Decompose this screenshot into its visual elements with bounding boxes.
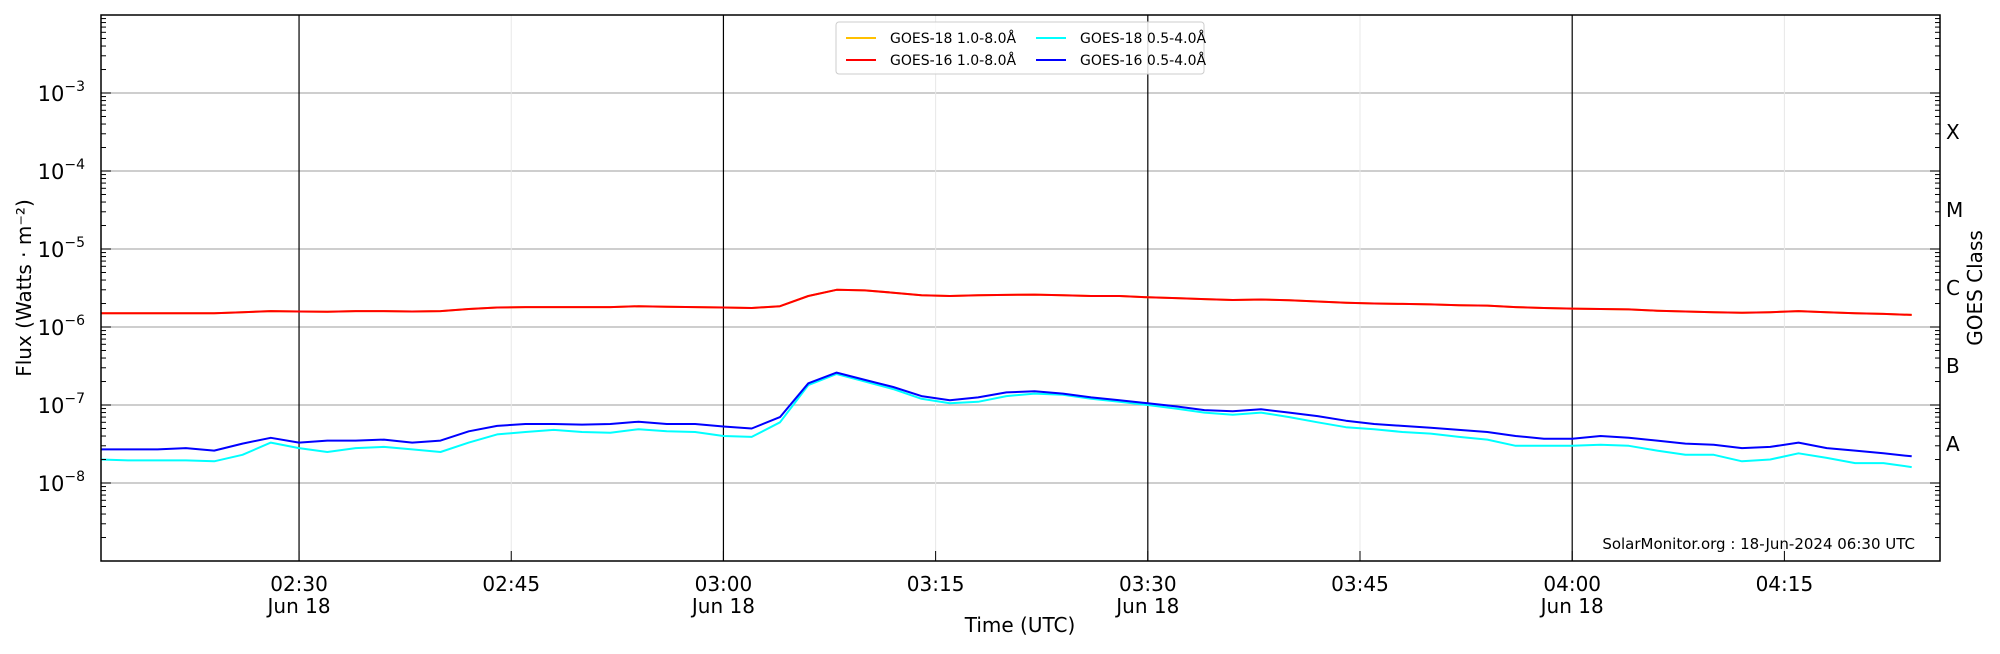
- y-tick-label: 10−6: [38, 313, 85, 340]
- y-tick-label: 10−3: [38, 79, 85, 106]
- legend: GOES-18 1.0-8.0Å GOES-16 1.0-8.0Å GOES-18 …: [835, 21, 1206, 75]
- x-tick-label: 04:00: [1543, 572, 1601, 596]
- x-tick-sublabel: Jun 18: [1539, 594, 1604, 618]
- series-line-3: [101, 371, 1912, 458]
- y-tick-label: 10−5: [38, 235, 85, 262]
- grid: [101, 15, 1940, 561]
- major-time-lines: [298, 15, 1573, 561]
- x-tick-label: 04:15: [1756, 572, 1814, 596]
- legend-label: GOES-18 1.0-8.0Å: [890, 30, 1016, 47]
- series-lines: [100, 288, 1912, 469]
- x-tick-sublabel: Jun 18: [690, 594, 755, 618]
- series-line-1: [101, 288, 1912, 316]
- plot-frame: [100, 14, 1941, 562]
- legend-box: [835, 21, 1205, 75]
- x-tick-sublabel: Jun 18: [266, 594, 331, 618]
- series-line-2: [100, 373, 1912, 469]
- goes-class-M: M: [1946, 198, 1963, 222]
- y-tick-labels: 10−3 10−4 10−5 10−6 10−7 10−8: [38, 79, 85, 496]
- legend-label: GOES-16 0.5-4.0Å: [1080, 52, 1206, 69]
- x-tick-label: 03:30: [1119, 572, 1177, 596]
- x-tick-label: 03:45: [1331, 572, 1389, 596]
- y-tick-label: 10−8: [38, 469, 85, 496]
- right-axis-label: GOES Class: [1963, 230, 1987, 346]
- x-tick-label: 02:45: [482, 572, 540, 596]
- x-tick-label: 03:15: [907, 572, 965, 596]
- goes-class-A: A: [1946, 432, 1960, 456]
- y-tick-label: 10−4: [38, 157, 85, 184]
- x-tick-sublabel: Jun 18: [1114, 594, 1179, 618]
- x-tick-label: 03:00: [695, 572, 753, 596]
- legend-label: GOES-16 1.0-8.0Å: [890, 52, 1016, 69]
- goes-class-X: X: [1946, 120, 1960, 144]
- goes-class-labels: X M C B A: [1946, 120, 1963, 456]
- goes-class-B: B: [1946, 354, 1960, 378]
- legend-label: GOES-18 0.5-4.0Å: [1080, 30, 1206, 47]
- x-axis-label: Time (UTC): [964, 613, 1076, 637]
- y-tick-label: 10−7: [38, 391, 85, 418]
- axis-ticks: [101, 18, 1940, 562]
- watermark: SolarMonitor.org : 18-Jun-2024 06:30 UTC: [1602, 535, 1915, 553]
- x-tick-label: 02:30: [270, 572, 328, 596]
- goes-class-C: C: [1946, 276, 1960, 300]
- y-axis-label: Flux (Watts · m⁻²): [12, 199, 36, 377]
